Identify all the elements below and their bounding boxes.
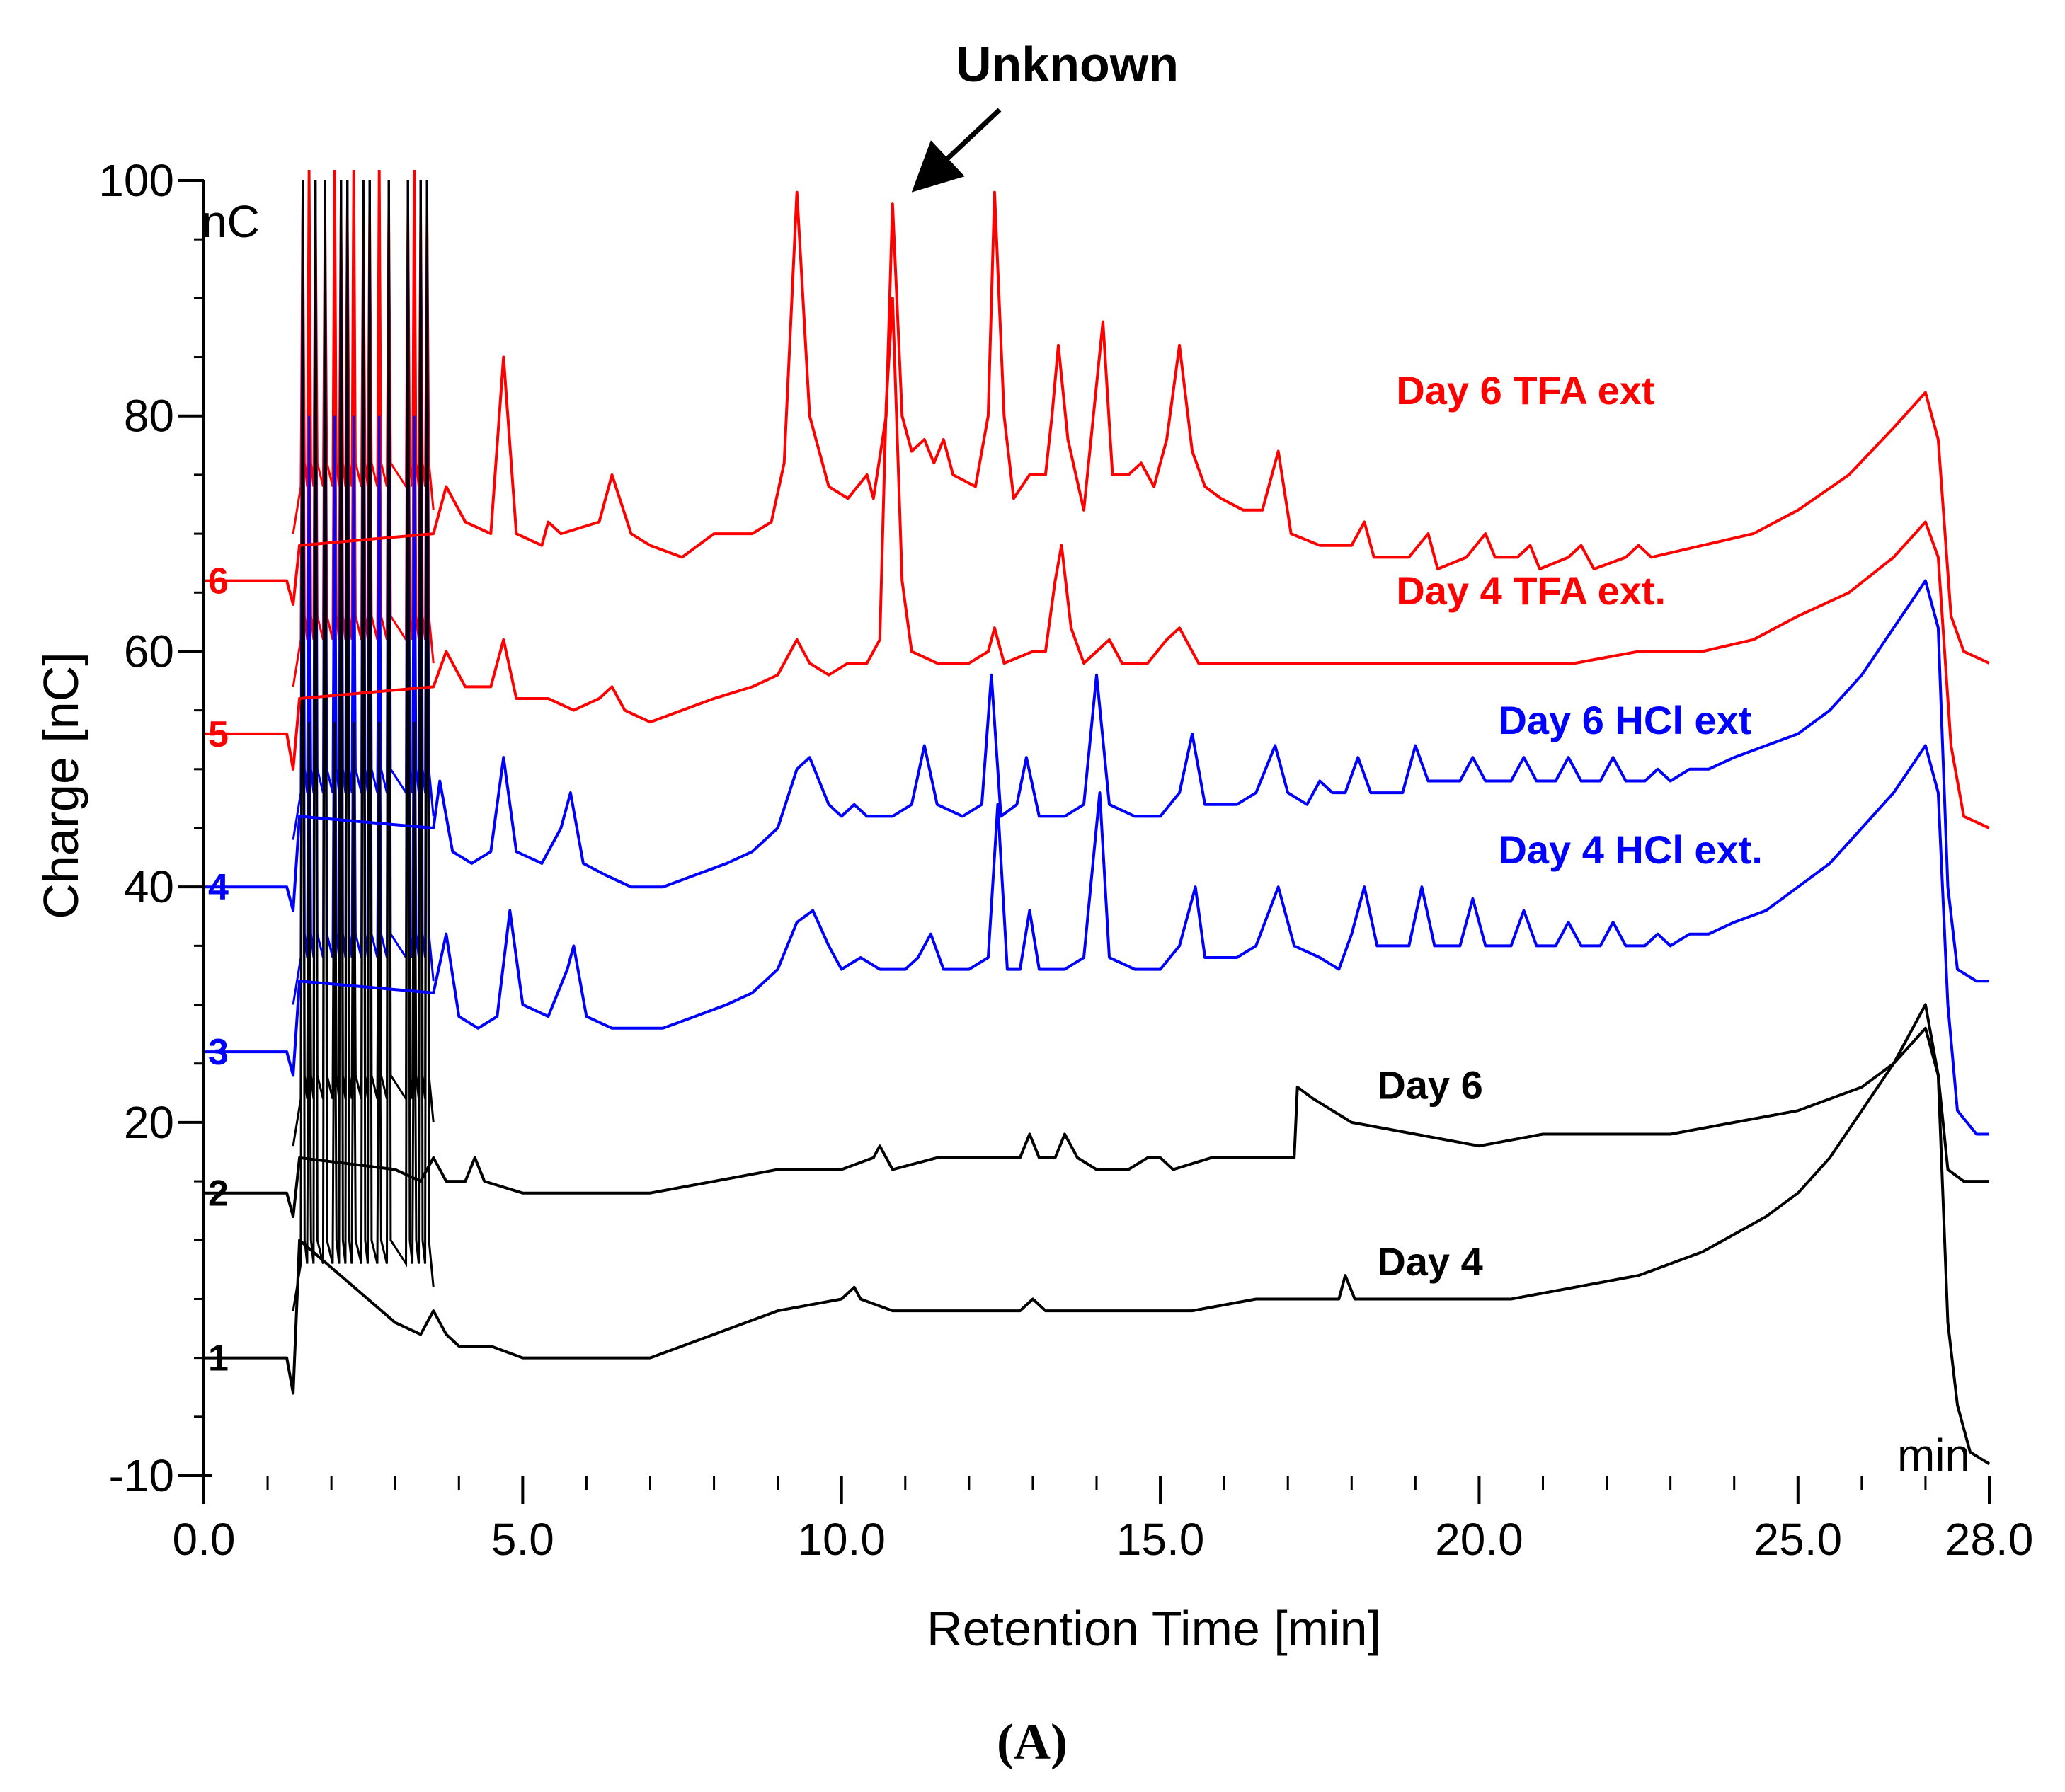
x-unit-label: min: [1897, 1430, 1970, 1481]
series-line-1: [204, 1003, 1991, 1466]
y-tick-label: -10: [109, 1450, 175, 1501]
series-label-1: Day 4: [1377, 1239, 1482, 1284]
x-axis-title: Retention Time [min]: [927, 1601, 1381, 1656]
unknown-annotation-arrow: [911, 108, 1002, 193]
series-line-2: [204, 1026, 1989, 1218]
y-axis-title: Charge [nC]: [33, 652, 88, 919]
x-tick-label: 20.0: [1435, 1514, 1523, 1565]
series-line-5: [204, 297, 1990, 829]
saturated-spike-1: [292, 180, 435, 1311]
series-line-3: [204, 744, 1989, 1136]
series-labels: Day 6 TFA ext 6 Day 4 TFA ext. 5 Day 6 HCl e…: [208, 368, 1763, 1379]
series-lines: [204, 190, 1991, 1466]
axes: -10 20 40 60 80 100 0.0 5.0 10.0 15.0 20.0 25.0 28.0: [98, 155, 2033, 1565]
y-tick-label: 40: [124, 861, 174, 912]
trace-number-2: 2: [208, 1173, 229, 1214]
panel-label: (A): [997, 1713, 1068, 1770]
trace-number-3: 3: [208, 1032, 229, 1073]
y-tick-label: 20: [124, 1097, 174, 1148]
series-label-3: Day 4 HCl ext.: [1498, 827, 1763, 872]
saturated-peaks: [292, 170, 435, 1311]
y-unit-label: nC: [202, 196, 260, 247]
x-tick-label: 10.0: [797, 1514, 886, 1565]
y-tick-label: 80: [124, 391, 174, 442]
series-line-6: [204, 190, 1990, 665]
series-label-5: Day 4 TFA ext.: [1396, 568, 1666, 613]
y-tick-label: 100: [98, 155, 174, 206]
series-label-4: Day 6 HCl ext: [1498, 698, 1751, 742]
series-label-2: Day 6: [1377, 1063, 1482, 1108]
y-tick-label: 60: [124, 626, 174, 677]
x-tick-label: 0.0: [173, 1514, 236, 1565]
x-tick-label: 25.0: [1754, 1514, 1843, 1565]
x-tick-label: 5.0: [491, 1514, 554, 1565]
unknown-annotation: Unknown: [956, 37, 1179, 92]
x-tick-label: 28.0: [1945, 1514, 2034, 1565]
trace-number-6: 6: [208, 561, 229, 602]
trace-number-5: 5: [208, 714, 229, 755]
trace-number-1: 1: [208, 1338, 229, 1379]
trace-number-4: 4: [208, 867, 229, 908]
x-tick-label: 15.0: [1116, 1514, 1205, 1565]
series-line-4: [204, 579, 1989, 983]
series-label-6: Day 6 TFA ext: [1396, 368, 1654, 413]
